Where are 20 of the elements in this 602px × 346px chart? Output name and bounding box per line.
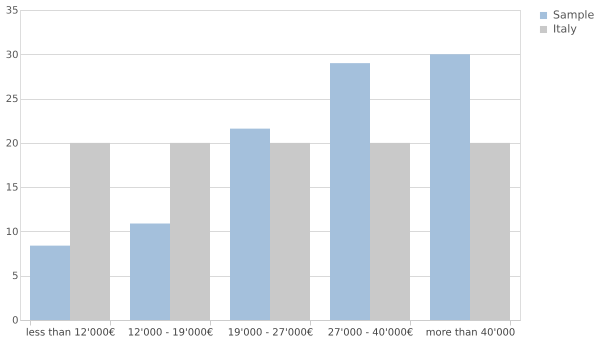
y-tick-label: 0 [12,316,18,326]
x-tick-label: less than 12'000€ [26,328,116,338]
y-tick-label: 25 [6,94,18,106]
x-tick-label: 19'000 - 27'000€ [228,328,314,338]
bar [30,246,70,320]
bar [330,63,370,320]
legend-label: Italy [553,22,578,36]
y-tick-label: 15 [6,182,18,194]
legend-label: Sample [553,8,594,22]
y-tick-label: 35 [6,6,18,16]
x-tick-label: 12'000 - 19'000€ [128,328,214,338]
bar [230,128,270,320]
x-tick-label: more than 40'000 [426,328,516,338]
y-tick-label: 20 [6,138,18,150]
y-tick-label: 30 [6,50,18,61]
x-tick-label: 27'000 - 40'000€ [328,328,414,338]
y-tick-label: 5 [12,271,18,282]
bar [430,54,470,320]
bar [130,223,170,320]
y-tick-label: 10 [6,226,18,238]
